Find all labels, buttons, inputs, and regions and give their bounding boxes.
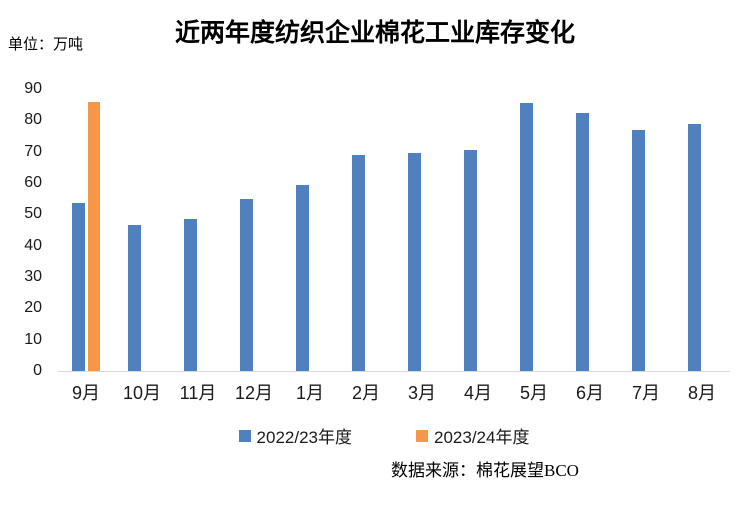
x-axis: 9月 10月 11月 12月 1月 2月 3月 4月 5月 6月 7月 8月 [58,381,730,405]
legend-item-2022-23: 2022/23年度 [238,423,352,448]
legend-item-2023-24: 2023/24年度 [416,423,529,448]
y-axis-unit-label: 单位：万吨 [8,37,84,53]
x-axis-tick-label: 8月 [687,383,716,403]
bar [87,101,100,371]
y-axis-tick-label: 50 [24,205,42,223]
bar [687,124,701,371]
legend-swatch-orange [416,429,428,442]
y-axis-tick-label: 0 [33,362,42,379]
chart-title: 近两年度纺织企业棉花工业库存变化 [174,20,575,47]
x-axis-tick-label: 6月 [575,383,604,403]
bar [519,103,533,371]
y-axis-tick-label: 20 [24,299,42,317]
bar [407,153,421,371]
legend-label: 2023/24年度 [434,428,530,447]
y-axis: 0 10 20 30 40 50 60 70 80 90 [0,81,42,379]
bar [127,225,141,371]
bar [239,198,253,371]
x-axis-tick-label: 9月 [71,383,100,403]
y-axis-tick-label: 90 [24,80,42,97]
legend-label: 2022/23年度 [256,428,352,447]
x-axis-tick-label: 1月 [295,383,324,403]
bar [463,150,477,371]
plot-area [58,89,730,372]
bar [351,155,365,371]
y-axis-tick-label: 30 [24,268,42,285]
legend-swatch-blue [238,429,251,442]
x-axis-line [58,371,730,372]
legend: 2022/23年度 2023/24年度 [9,423,750,448]
bar [183,219,197,371]
y-axis-tick-label: 60 [24,174,42,191]
x-axis-tick-label: 5月 [519,383,548,403]
y-axis-tick-label: 70 [24,142,42,160]
bar [295,184,309,371]
bar [575,113,589,371]
x-axis-tick-label: 4月 [463,383,492,403]
x-axis-tick-label: 12月 [234,383,274,403]
y-axis-tick-label: 80 [24,111,42,129]
data-source-note: 数据来源：棉花展望BCO [391,461,579,480]
y-axis-tick-label: 40 [24,236,42,254]
bar [631,129,645,371]
x-axis-tick-label: 11月 [179,383,217,403]
y-axis-tick-label: 10 [24,330,42,348]
bar [71,203,85,371]
x-axis-tick-label: 7月 [631,383,660,403]
x-axis-tick-label: 2月 [351,383,380,403]
x-axis-tick-label: 10月 [122,383,162,403]
x-axis-tick-label: 3月 [407,383,436,403]
